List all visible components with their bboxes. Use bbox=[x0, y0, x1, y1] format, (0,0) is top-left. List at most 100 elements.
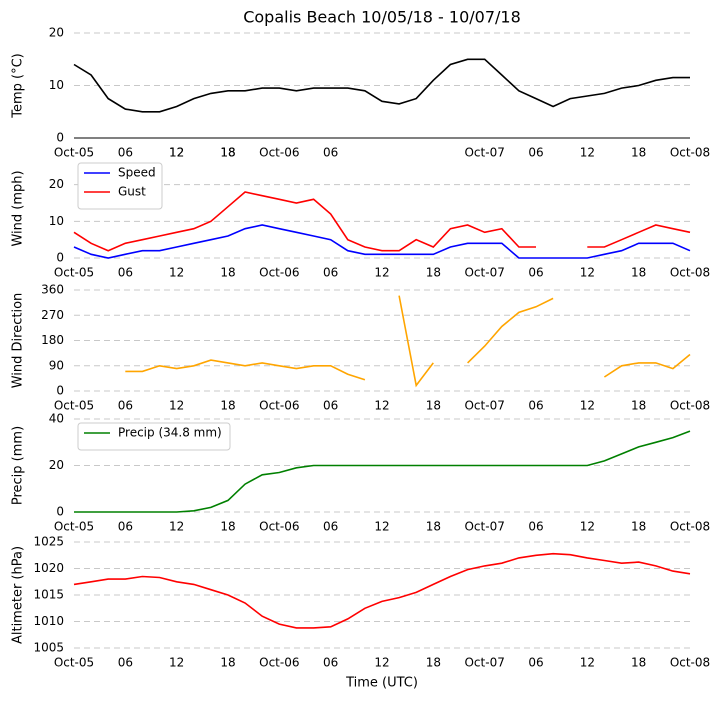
data-line bbox=[73, 552, 691, 629]
y-tick-label: 1010 bbox=[33, 614, 64, 628]
x-tick-label: 06 bbox=[528, 146, 543, 160]
legend-label: Gust bbox=[118, 185, 146, 199]
legend-box bbox=[77, 422, 231, 451]
x-tick-label: Oct-06 bbox=[259, 656, 299, 670]
y-tick-label: 360 bbox=[41, 283, 64, 297]
y-axis-label: Temp (°C) bbox=[11, 53, 26, 119]
x-tick-label: 06 bbox=[528, 656, 543, 670]
x-tick-label: Oct-06 bbox=[259, 266, 299, 280]
legend-label: Speed bbox=[118, 166, 156, 180]
data-line bbox=[73, 191, 691, 252]
x-tick-label: 12 bbox=[580, 399, 595, 413]
x-tick-label: 18 bbox=[631, 146, 646, 160]
y-tick-label: 10 bbox=[49, 78, 64, 92]
x-tick-label: 06 bbox=[118, 266, 133, 280]
x-tick-label: 12 bbox=[374, 656, 389, 670]
x-tick-label: 18 bbox=[426, 520, 441, 534]
x-tick-label: 06 bbox=[118, 146, 133, 160]
chart-title: Copalis Beach 10/05/18 - 10/07/18 bbox=[243, 8, 521, 27]
x-tick-label: Oct-06 bbox=[259, 146, 299, 160]
x-tick-label: 18 bbox=[220, 266, 235, 280]
x-tick-label: 18 bbox=[631, 399, 646, 413]
y-tick-label: 180 bbox=[41, 333, 64, 347]
y-axis-label: Altimeter (hPa) bbox=[11, 546, 26, 644]
x-tick-label: Oct-08 bbox=[670, 656, 710, 670]
x-tick-label: 12 bbox=[374, 520, 389, 534]
x-tick-label: 12 bbox=[580, 656, 595, 670]
x-tick-label: Oct-06 bbox=[259, 399, 299, 413]
x-tick-label: Oct-06 bbox=[259, 520, 299, 534]
data-line bbox=[73, 224, 691, 259]
x-tick-label: 06 bbox=[528, 266, 543, 280]
x-tick-label: 18 bbox=[631, 266, 646, 280]
y-tick-label: 0 bbox=[56, 251, 64, 265]
y-tick-label: 1015 bbox=[33, 588, 64, 602]
x-tick-label: 18 bbox=[220, 399, 235, 413]
y-tick-label: 40 bbox=[49, 412, 64, 426]
x-tick-label: Oct-05 bbox=[54, 266, 94, 280]
x-tick-label: Oct-05 bbox=[54, 520, 94, 534]
y-axis-label: Wind Direction bbox=[11, 293, 26, 389]
x-tick-label: 18 bbox=[631, 656, 646, 670]
x-tick-label: 18 bbox=[426, 656, 441, 670]
x-tick-label: Oct-07 bbox=[464, 146, 504, 160]
x-tick-label: 06 bbox=[323, 656, 338, 670]
x-tick-label: 12 bbox=[374, 399, 389, 413]
x-tick-label: Oct-07 bbox=[464, 520, 504, 534]
x-tick-label: Oct-05 bbox=[54, 399, 94, 413]
x-tick-label: 12 bbox=[374, 266, 389, 280]
x-tick-label: Oct-05 bbox=[54, 146, 94, 160]
x-tick-label: 06 bbox=[323, 520, 338, 534]
data-line bbox=[73, 58, 690, 113]
x-tick-label: Oct-08 bbox=[670, 146, 710, 160]
y-tick-label: 20 bbox=[49, 177, 64, 191]
data-line bbox=[125, 295, 691, 388]
y-tick-label: 0 bbox=[56, 131, 64, 145]
y-tick-label: 20 bbox=[49, 26, 64, 40]
y-tick-label: 20 bbox=[49, 458, 64, 472]
x-tick-label: 06 bbox=[118, 520, 133, 534]
x-tick-label: 12 bbox=[169, 266, 184, 280]
x-tick-label: Oct-05 bbox=[54, 656, 94, 670]
x-tick-label: 06 bbox=[323, 146, 338, 160]
x-tick-label: 06 bbox=[118, 399, 133, 413]
x-tick-label: 12 bbox=[169, 146, 184, 160]
y-tick-label: 0 bbox=[56, 505, 64, 519]
x-tick-label: 12 bbox=[580, 520, 595, 534]
x-tick-label: 18 bbox=[220, 146, 235, 160]
y-tick-label: 90 bbox=[49, 358, 64, 372]
y-tick-label: 1020 bbox=[33, 561, 64, 575]
data-line bbox=[74, 430, 691, 513]
y-tick-label: 1005 bbox=[33, 641, 64, 655]
x-tick-label: Oct-08 bbox=[670, 520, 710, 534]
legend-box bbox=[77, 162, 163, 210]
x-tick-label: 12 bbox=[169, 146, 184, 160]
x-tick-label: 12 bbox=[169, 520, 184, 534]
y-tick-label: 1025 bbox=[33, 535, 64, 549]
x-tick-label: 12 bbox=[580, 146, 595, 160]
x-tick-label: 06 bbox=[118, 656, 133, 670]
x-tick-label: Oct-08 bbox=[670, 266, 710, 280]
x-tick-label: 18 bbox=[220, 146, 235, 160]
x-tick-label: 06 bbox=[528, 399, 543, 413]
y-tick-label: 0 bbox=[56, 384, 64, 398]
x-tick-label: Oct-07 bbox=[464, 656, 504, 670]
y-axis-label: Precip (mm) bbox=[11, 426, 26, 505]
legend-label: Precip (34.8 mm) bbox=[118, 426, 222, 440]
y-axis-label: Wind (mph) bbox=[11, 170, 26, 246]
x-tick-label: Oct-07 bbox=[464, 399, 504, 413]
x-tick-label: 12 bbox=[169, 399, 184, 413]
y-tick-label: 10 bbox=[49, 214, 64, 228]
x-tick-label: 18 bbox=[220, 656, 235, 670]
x-tick-label: 06 bbox=[323, 399, 338, 413]
x-tick-label: 06 bbox=[323, 266, 338, 280]
x-tick-label: 18 bbox=[426, 399, 441, 413]
x-tick-label: 12 bbox=[169, 656, 184, 670]
x-tick-label: 12 bbox=[580, 266, 595, 280]
x-tick-label: Oct-08 bbox=[670, 399, 710, 413]
x-tick-label: 18 bbox=[426, 266, 441, 280]
y-tick-label: 270 bbox=[41, 308, 64, 322]
x-axis-label: Time (UTC) bbox=[345, 676, 418, 691]
x-tick-label: 18 bbox=[220, 520, 235, 534]
x-tick-label: 06 bbox=[528, 520, 543, 534]
